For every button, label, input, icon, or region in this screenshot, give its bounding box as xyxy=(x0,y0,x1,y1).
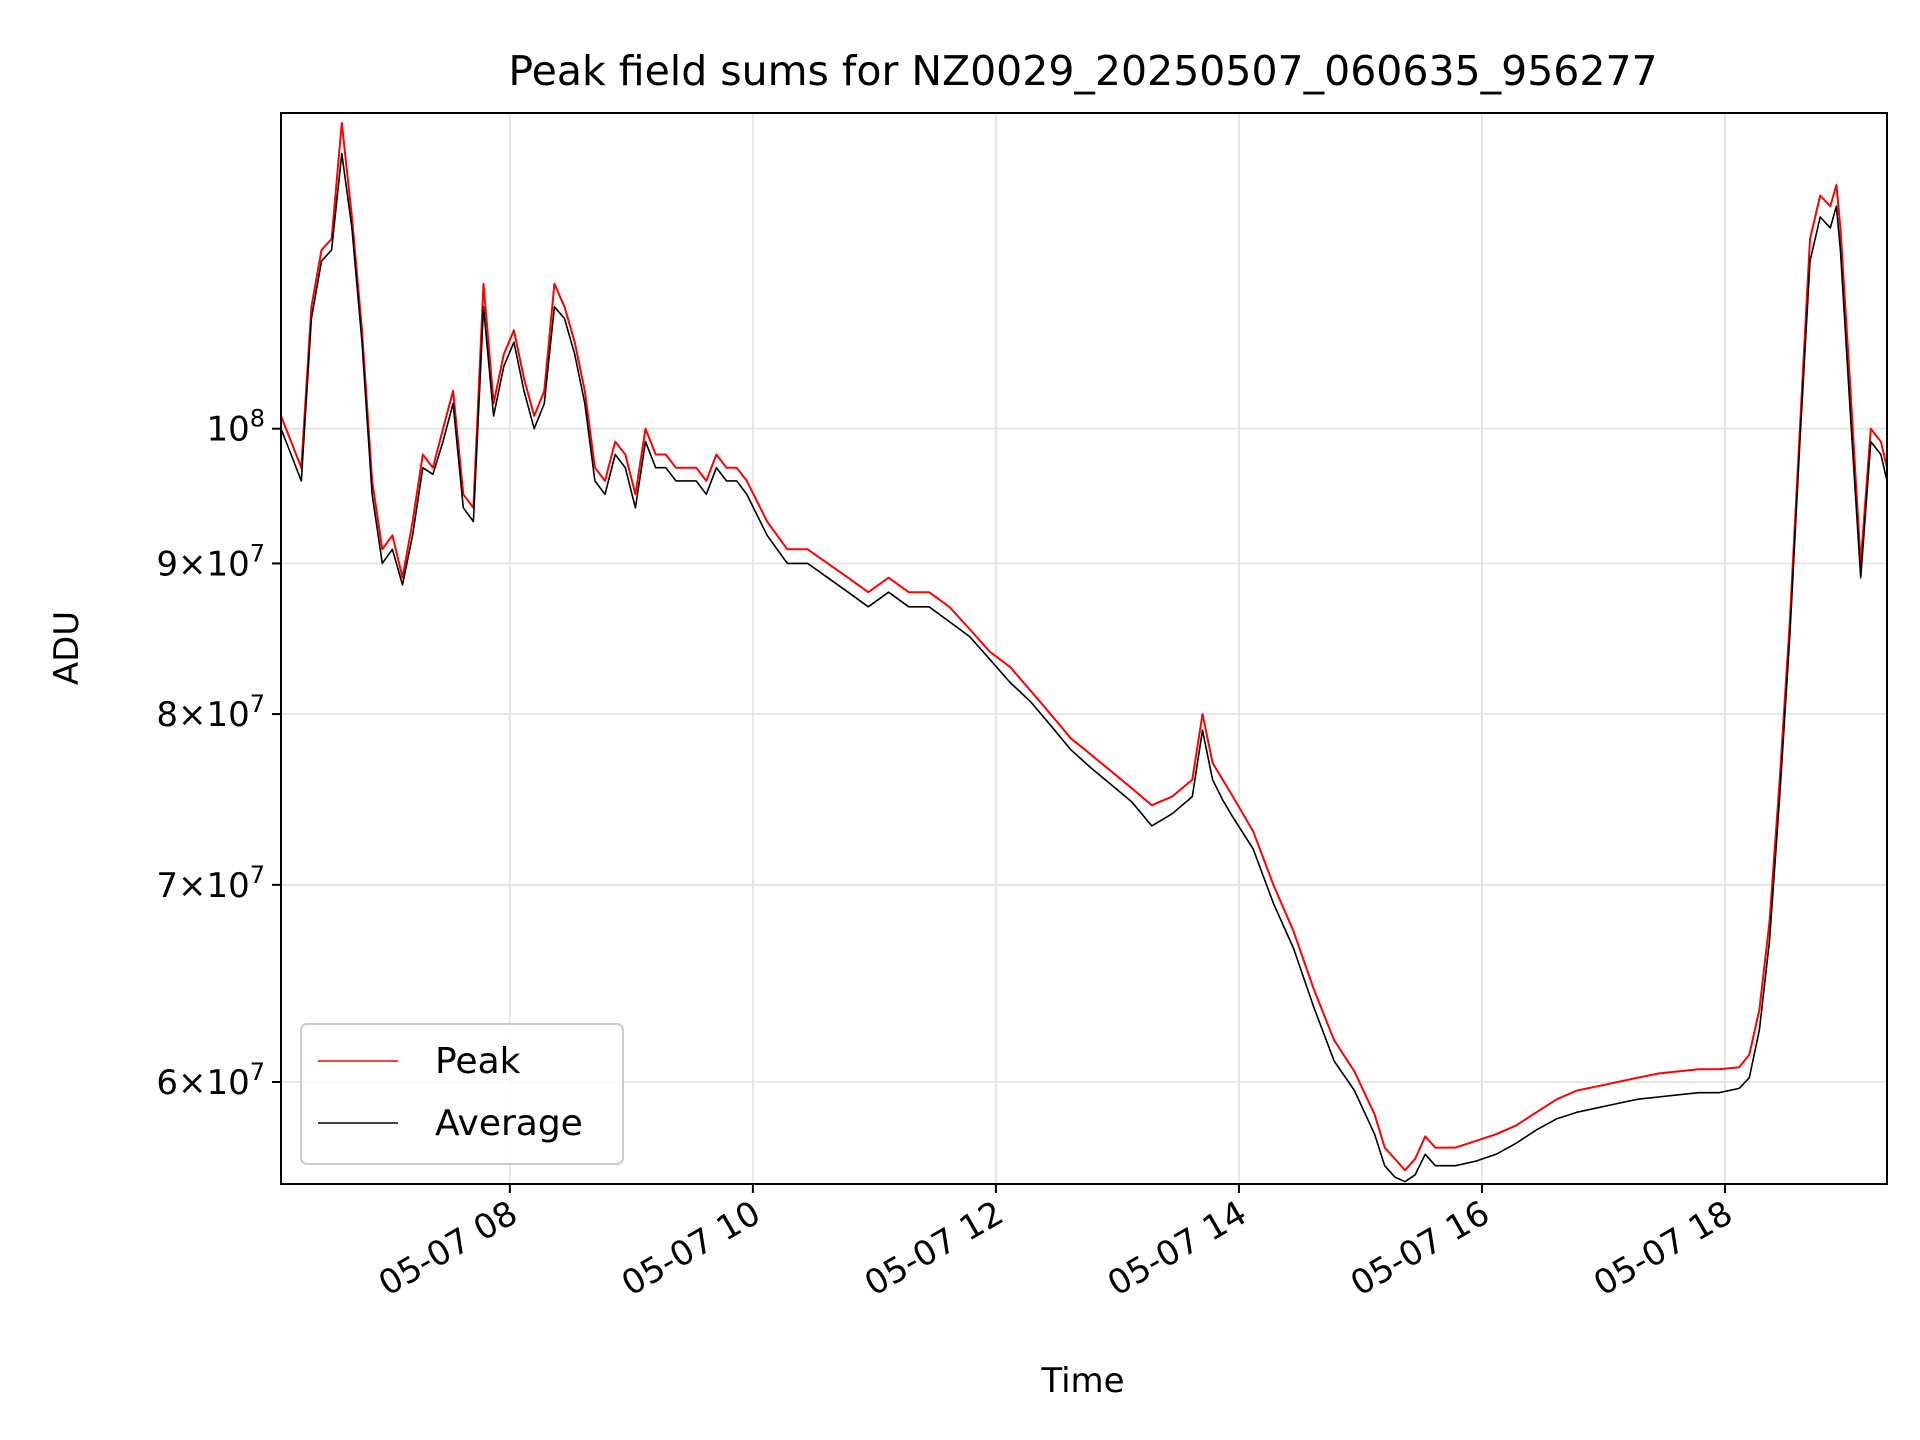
plot-series xyxy=(281,122,1887,1183)
legend-label-average: Average xyxy=(435,1103,583,1144)
legend-box xyxy=(300,1023,624,1165)
plot-frame xyxy=(280,112,1888,1185)
series-line-average xyxy=(281,152,1887,1183)
y-tick-label: 6×107 xyxy=(156,1058,265,1103)
y-tick-label: 7×107 xyxy=(156,861,265,906)
legend-label-peak: Peak xyxy=(435,1041,521,1082)
x-axis-label: Time xyxy=(1040,1361,1124,1401)
y-axis-label: ADU xyxy=(47,611,87,685)
grid-lines xyxy=(281,113,1887,1184)
y-tick-label: 8×107 xyxy=(156,690,265,735)
y-tick-label: 108 xyxy=(206,405,265,450)
y-axis: 6×107 7×107 8×107 9×107 108 xyxy=(156,405,281,1103)
chart-title: Peak field sums for NZ0029_20250507_0606… xyxy=(508,47,1657,95)
legend: Peak Average xyxy=(300,1023,624,1165)
y-tick-label: 9×107 xyxy=(156,539,265,584)
